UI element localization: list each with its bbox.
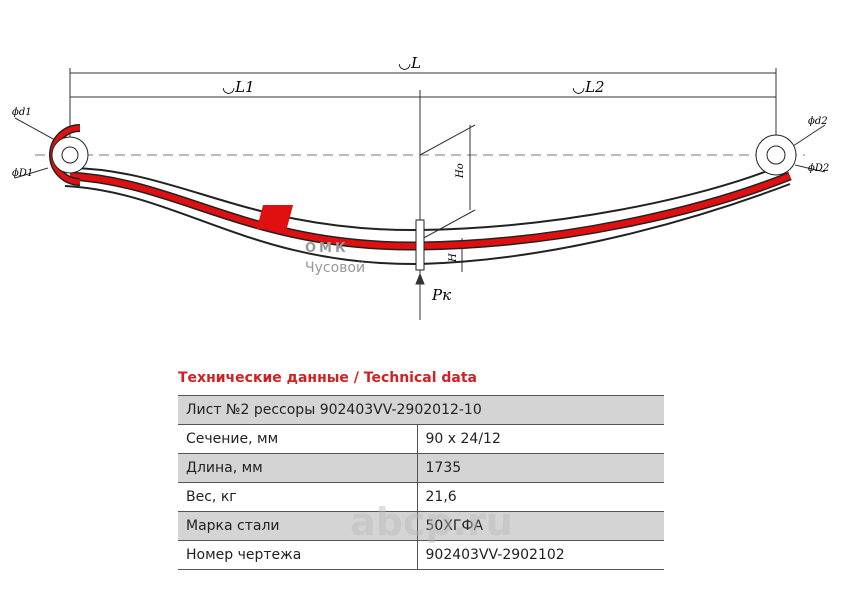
center-bolt (415, 219, 425, 271)
table-row: Вес, кг 21,6 (178, 482, 664, 512)
dim-label: H (448, 253, 459, 263)
logo-city: Чусовой (305, 260, 365, 276)
table-cell: 90 х 24/12 (416, 424, 664, 454)
table-cell: Марка стали (178, 511, 417, 541)
dim-label: ◡L (398, 54, 421, 72)
spec-table: Лист №2 рессоры 902403VV-2902012-10 Сечен… (178, 395, 664, 570)
left-bushing (51, 136, 89, 174)
ext-line (419, 124, 476, 156)
table-cell: Номер чертежа (178, 540, 417, 570)
left-bore (61, 146, 79, 164)
table-cell: Сечение, мм (178, 424, 417, 454)
dim-label: Ho (455, 163, 466, 179)
table-title: Технические данные / Technical data (178, 370, 478, 386)
dim-label: ϕd2 (808, 116, 828, 127)
table-cell: 21,6 (416, 482, 664, 512)
table-cell: 902403VV-2902102 (416, 540, 664, 570)
leader (794, 164, 826, 173)
table-cell: Длина, мм (178, 453, 417, 483)
dim-label: ϕD1 (12, 168, 33, 179)
table-cell: 50ХГФА (416, 511, 664, 541)
table-cell: Вес, кг (178, 482, 417, 512)
dim-label: ϕd1 (12, 107, 32, 118)
logo-dot (322, 210, 334, 222)
dim-label: ◡L1 (222, 78, 255, 96)
ext-line (419, 209, 476, 241)
dim-label: ◡L2 (572, 78, 605, 96)
leader (14, 167, 49, 179)
table-row: Марка стали 50ХГФА (178, 511, 664, 541)
leader (789, 124, 826, 149)
logo-mark (256, 205, 294, 229)
right-bore (766, 145, 786, 165)
table-row: Длина, мм 1735 (178, 453, 664, 483)
right-eye (755, 134, 797, 176)
table-row: Номер чертежа 902403VV-2902102 (178, 540, 664, 570)
force-label: Pк (431, 286, 451, 304)
leader (14, 117, 56, 141)
dim-label: ϕD2 (808, 163, 829, 174)
logo-brand: ОМК (305, 241, 349, 256)
table-cell: Лист №2 рессоры 902403VV-2902012-10 (178, 395, 664, 425)
table-row: Лист №2 рессоры 902403VV-2902012-10 (178, 395, 664, 425)
table-cell: 1735 (416, 453, 664, 483)
table-row: Сечение, мм 90 х 24/12 (178, 424, 664, 454)
arrow-head (415, 272, 425, 285)
